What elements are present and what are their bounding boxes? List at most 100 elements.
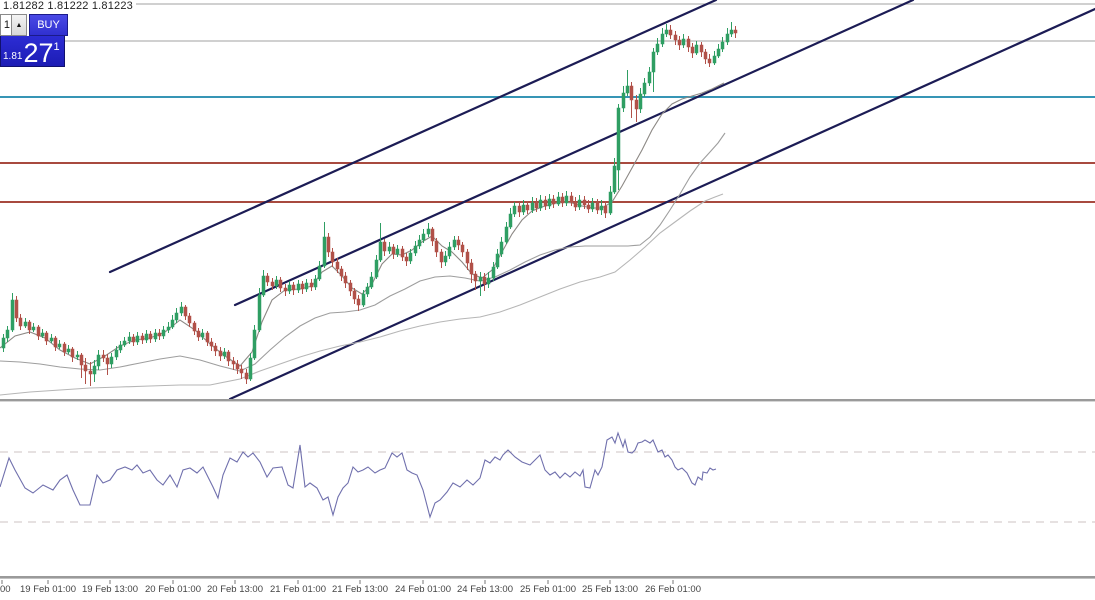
candlestick xyxy=(317,265,322,280)
candlestick xyxy=(222,351,227,357)
candlestick xyxy=(382,241,387,252)
candlestick xyxy=(239,368,244,374)
candlestick xyxy=(105,357,110,365)
channel-trend-line[interactable] xyxy=(233,0,915,307)
candlestick xyxy=(330,251,335,263)
candlestick xyxy=(586,204,591,210)
candlestick xyxy=(96,354,101,367)
candlestick xyxy=(83,364,88,372)
candlestick xyxy=(57,343,62,348)
candlestick xyxy=(569,195,574,203)
ma-slow-line xyxy=(0,193,724,396)
time-axis-label: 00 xyxy=(0,584,11,595)
candlestick xyxy=(114,349,119,358)
candlestick xyxy=(686,38,691,48)
candlestick xyxy=(244,372,249,380)
candlestick xyxy=(235,363,240,370)
candlestick xyxy=(413,245,418,254)
candlestick xyxy=(88,370,93,375)
buy-price-display[interactable]: 1.81 27 1 xyxy=(0,36,65,67)
candlestick xyxy=(521,204,526,213)
candlestick xyxy=(356,298,361,306)
candlestick xyxy=(456,239,461,246)
candlestick xyxy=(699,44,704,53)
candlestick xyxy=(465,251,470,264)
candlestick xyxy=(517,205,522,213)
candlestick xyxy=(512,205,517,215)
candlestick xyxy=(664,29,669,35)
candlestick xyxy=(508,213,513,228)
candlestick xyxy=(595,202,600,211)
ma-fast-line xyxy=(0,82,725,367)
candlestick xyxy=(694,44,699,54)
quote-ticker: 1.81282 1.81222 1.81223 xyxy=(3,0,136,13)
candlestick xyxy=(426,228,431,235)
candlestick xyxy=(140,335,145,341)
candlestick xyxy=(75,354,80,358)
candlestick xyxy=(564,195,569,204)
up-arrow-icon: ▲ xyxy=(15,21,23,29)
volume-input[interactable]: 1 xyxy=(0,14,11,36)
candlestick xyxy=(417,239,422,247)
candlestick xyxy=(200,332,205,338)
channel-trend-line[interactable] xyxy=(228,7,1095,401)
candlestick xyxy=(309,282,314,288)
candlestick xyxy=(70,348,75,358)
candlestick xyxy=(720,41,725,50)
candlestick xyxy=(335,261,340,270)
candlestick xyxy=(14,299,19,319)
candlestick xyxy=(179,306,184,314)
candlestick xyxy=(296,283,301,291)
candlestick xyxy=(491,266,496,279)
candlestick xyxy=(599,205,604,211)
candlestick xyxy=(603,205,608,214)
candlestick xyxy=(478,276,483,282)
candlestick xyxy=(135,335,140,343)
time-axis-label: 19 Feb 13:00 xyxy=(82,584,138,595)
candlestick xyxy=(733,29,738,34)
candlestick xyxy=(551,198,556,205)
candlestick xyxy=(40,332,45,337)
candlestick xyxy=(257,294,262,331)
volume-up-button[interactable]: ▲ xyxy=(11,14,27,36)
candlestick xyxy=(174,312,179,321)
candlestick xyxy=(681,38,686,46)
buy-button[interactable]: BUY xyxy=(29,14,68,36)
candlestick xyxy=(131,336,136,343)
candlestick xyxy=(127,336,132,342)
candlestick xyxy=(274,279,279,287)
candlestick xyxy=(387,246,392,252)
channel-trend-line[interactable] xyxy=(108,0,718,274)
candlestick xyxy=(712,55,717,64)
candlestick xyxy=(482,276,487,285)
candlestick xyxy=(1,337,6,349)
candlestick xyxy=(183,306,188,317)
candlestick xyxy=(577,199,582,208)
candlestick xyxy=(673,34,678,41)
candlestick xyxy=(560,196,565,204)
candlestick xyxy=(547,198,552,207)
candlestick xyxy=(434,240,439,253)
candlestick xyxy=(352,290,357,300)
time-axis-label: 25 Feb 01:00 xyxy=(520,584,576,595)
candlestick xyxy=(283,287,288,292)
candlestick xyxy=(300,283,305,290)
candlestick xyxy=(365,286,370,295)
candlestick xyxy=(144,333,149,341)
candlestick xyxy=(707,58,712,64)
candlestick xyxy=(504,226,509,243)
candlestick xyxy=(668,29,673,36)
pane-splitter[interactable] xyxy=(0,399,1095,402)
candlestick xyxy=(395,248,400,255)
candlestick xyxy=(729,29,734,35)
candlestick xyxy=(66,348,71,353)
axis-splitter[interactable] xyxy=(0,576,1095,579)
candlestick xyxy=(213,345,218,352)
one-click-trade-panel: 1 ▲ BUY 1.81 27 1 xyxy=(0,14,68,67)
price-big-figure: 1.81 xyxy=(3,51,23,62)
candlestick xyxy=(642,82,647,95)
time-axis-label: 26 Feb 01:00 xyxy=(645,584,701,595)
candlestick xyxy=(378,241,383,261)
candlestick xyxy=(36,326,41,337)
